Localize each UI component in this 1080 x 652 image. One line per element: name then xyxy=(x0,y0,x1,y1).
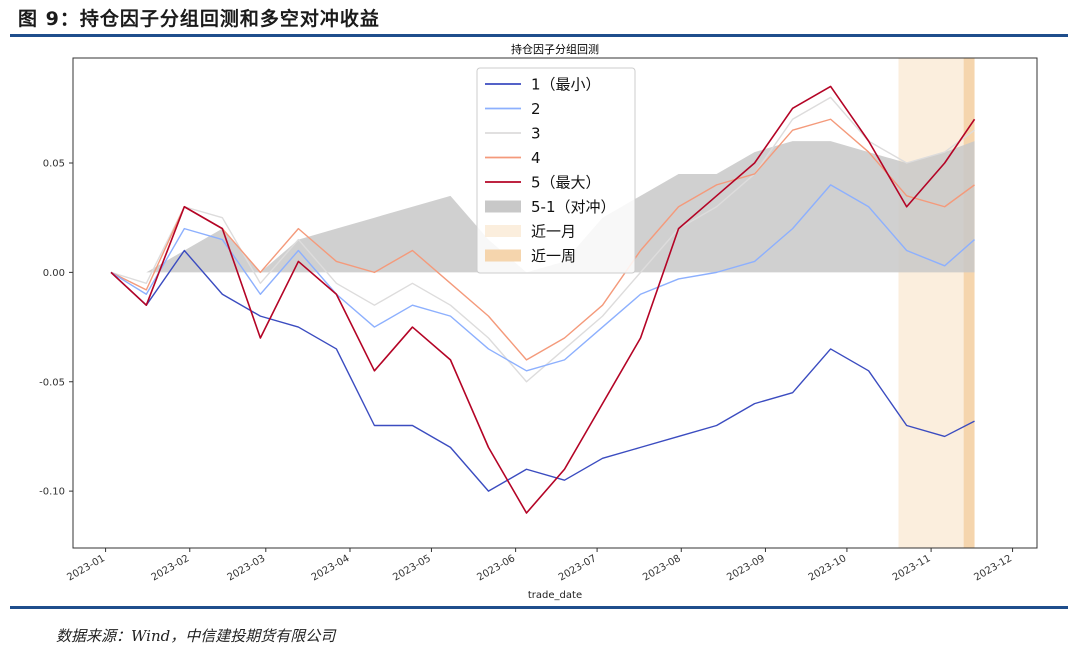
legend-label: 近一周 xyxy=(531,247,576,265)
legend-label: 5-1（对冲） xyxy=(531,198,616,216)
series-line-1 xyxy=(110,249,975,492)
y-axis: -0.10 -0.05 0.00 0.05 xyxy=(39,159,73,498)
y-tick-label: -0.10 xyxy=(39,487,65,498)
series-line-2 xyxy=(110,184,976,372)
legend-label: 近一月 xyxy=(531,223,576,241)
legend-label: 1（最小） xyxy=(531,76,601,94)
legend-swatch xyxy=(485,249,521,262)
x-tick-label: 2023-08 xyxy=(641,553,683,583)
legend-label: 2 xyxy=(531,100,541,118)
series-line-5 xyxy=(110,85,976,514)
source-note: 数据来源：Wind，中信建投期货有限公司 xyxy=(56,627,336,645)
header-rule xyxy=(10,34,1068,37)
x-tick-label: 2023-11 xyxy=(891,553,933,583)
hedge-area-layer xyxy=(111,141,975,273)
legend-swatch xyxy=(485,225,521,237)
x-tick-label: 2023-09 xyxy=(725,553,767,583)
legend-label: 3 xyxy=(531,125,541,143)
x-tick-label: 2023-07 xyxy=(557,553,599,583)
x-tick-label: 2023-12 xyxy=(972,553,1014,583)
plot-frame xyxy=(72,57,1038,549)
legend-label: 5（最大） xyxy=(531,174,601,192)
x-tick-label: 2023-02 xyxy=(150,553,192,583)
x-axis: 2023-01 2023-02 2023-03 2023-04 2023-05 2023-… xyxy=(65,548,1014,583)
y-tick-label: -0.05 xyxy=(39,377,65,388)
x-tick-label: 2023-10 xyxy=(807,553,849,583)
figure-caption: 图 9：持仓因子分组回测和多空对冲收益 xyxy=(18,8,380,30)
y-tick-label: 0.00 xyxy=(43,268,65,279)
x-axis-label: trade_date xyxy=(528,590,582,601)
x-tick-label: 2023-04 xyxy=(310,553,352,583)
chart: 持仓因子分组回测 -0.10-0.050.000.05 2023-01 2023-… xyxy=(39,42,1038,601)
x-tick-label: 2023-01 xyxy=(65,553,107,583)
legend-box xyxy=(476,67,636,274)
series-line-4 xyxy=(110,118,975,361)
x-tick-label: 2023-03 xyxy=(226,553,268,583)
legend-label: 4 xyxy=(531,149,541,167)
footer-rule xyxy=(10,606,1068,609)
x-tick-label: 2023-05 xyxy=(391,553,433,583)
shade-month xyxy=(898,58,975,548)
x-tick-label: 2023-06 xyxy=(475,553,517,583)
shade-week xyxy=(963,58,975,548)
y-tick-label: 0.05 xyxy=(43,159,65,170)
shaded-periods xyxy=(898,58,975,548)
legend-swatch xyxy=(485,200,521,213)
hedge-area xyxy=(111,141,975,273)
series-lines xyxy=(110,85,976,514)
chart-title: 持仓因子分组回测 xyxy=(511,42,599,56)
